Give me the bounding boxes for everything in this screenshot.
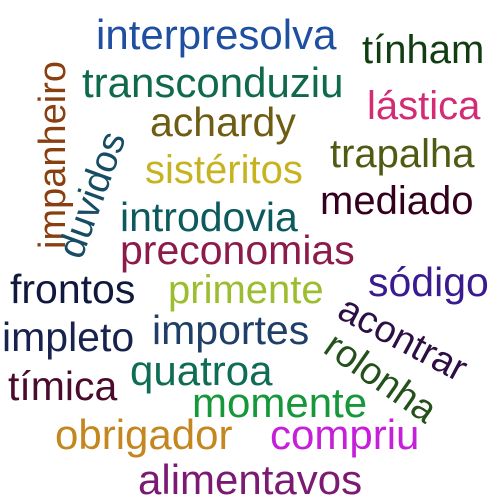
word-trapalha: trapalha (330, 132, 475, 176)
word-tinham: tínham (362, 28, 485, 72)
word-timica: tímica (8, 363, 118, 409)
word-compriu: compriu (270, 411, 420, 458)
word-importes: importes (152, 307, 310, 353)
word-frontos: frontos (10, 266, 136, 312)
word-achardy: achardy (150, 99, 296, 145)
word-impleto: impleto (2, 314, 135, 360)
word-primente: primente (168, 268, 324, 312)
word-sisteritos: sistéritos (145, 148, 303, 192)
word-lastica: lástica (367, 84, 481, 128)
word-sodigo: sódigo (368, 259, 489, 305)
word-mediado: mediado (320, 179, 474, 223)
word-momente: momente (192, 379, 368, 426)
word-interpresolva: interpresolva (96, 11, 337, 58)
word-alimentavos: alimentavos (138, 456, 363, 500)
word-obrigador: obrigador (55, 411, 233, 458)
word-transconduziu: transconduziu (82, 59, 344, 106)
word-quatroa: quatroa (130, 347, 273, 394)
word-preconomias: preconomias (120, 227, 355, 273)
word-introdovia: introdovia (120, 194, 298, 240)
